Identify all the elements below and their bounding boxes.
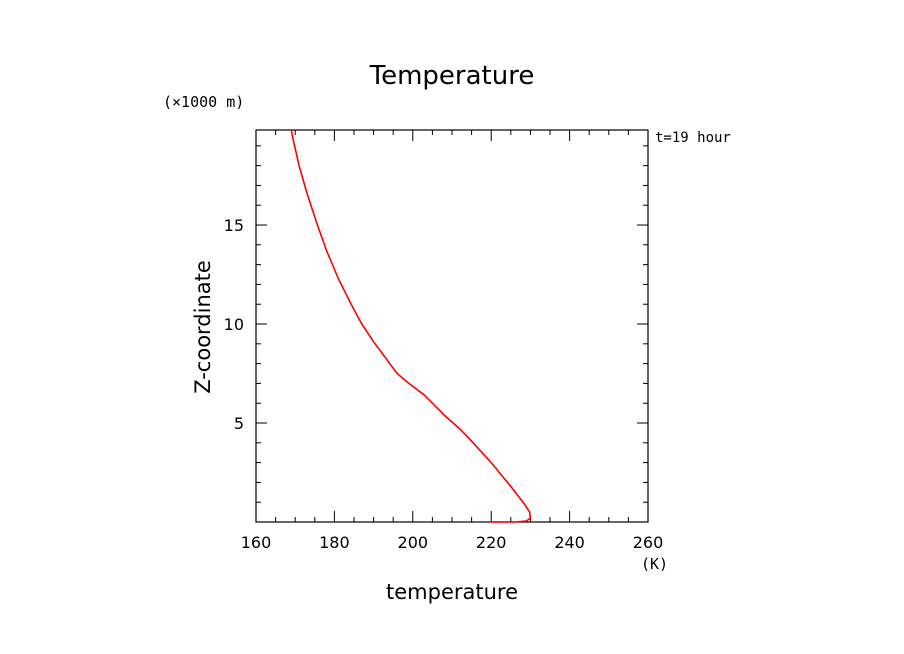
y-tick-label: 5 [234,414,244,433]
x-tick-label: 160 [241,533,272,552]
axis-ticks [255,130,649,522]
y-tick-label: 15 [224,216,244,235]
temperature-series-line [290,129,532,523]
plot-frame [255,129,649,523]
chart-title: Temperature [369,61,535,91]
x-tick-label: 240 [554,533,585,552]
time-annotation: t=19 hour [655,130,731,146]
x-tick-label: 180 [319,533,350,552]
x-axis-label: temperature [386,580,518,604]
x-tick-label: 260 [633,533,664,552]
x-axis-unit: (K) [641,555,668,573]
series-layer [290,129,532,523]
y-axis-label: Z-coordinate [191,260,215,394]
y-axis-unit: (×1000 m) [163,93,244,111]
x-tick-label: 200 [398,533,429,552]
y-tick-label: 10 [224,315,244,334]
tick-labels: 160 180 200 220 240 260 5 10 15 [224,216,664,552]
x-tick-label: 220 [476,533,507,552]
